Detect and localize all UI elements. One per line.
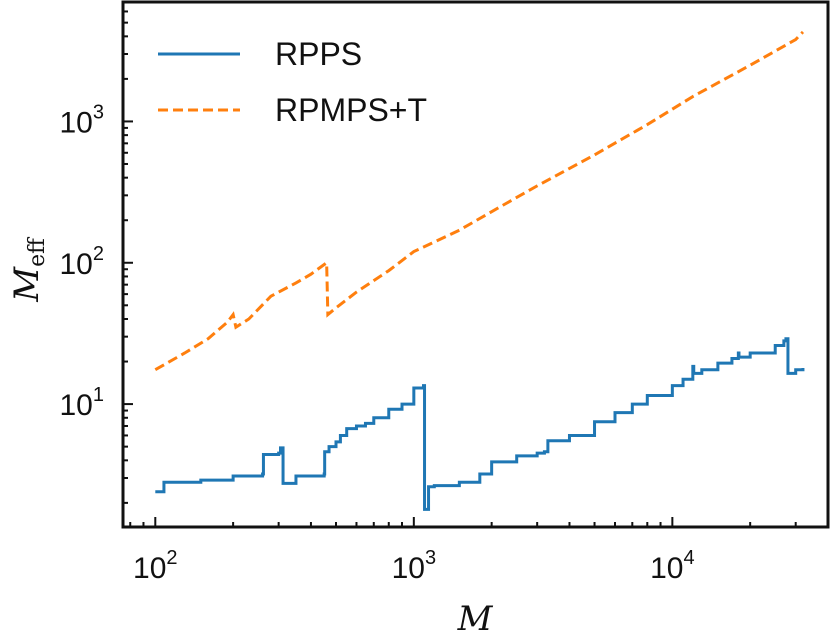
legend-label-rpps: RPPS (275, 36, 362, 72)
series-line-0 (155, 337, 805, 511)
x-axis-label: M (457, 599, 494, 638)
svg-text:Meff: Meff (7, 237, 50, 303)
plot-frame (121, 0, 830, 529)
x-tick-label: 103 (392, 547, 437, 585)
y-axis-label: Meff (7, 237, 50, 303)
y-axis: 101 102 103 (60, 1, 133, 504)
y-tick-label: 103 (60, 101, 105, 139)
y-tick-label: 101 (60, 384, 105, 422)
x-tick-label: 102 (133, 547, 178, 585)
x-axis: 102 103 104 (129, 517, 829, 585)
legend-label-rpmps-t: RPMPS+T (275, 92, 427, 128)
y-axis-label-sub: eff (25, 237, 50, 267)
plot-lines (154, 30, 805, 511)
series-line-1 (154, 30, 805, 372)
legend: RPPS RPMPS+T (158, 36, 427, 128)
y-tick-label: 102 (60, 243, 105, 281)
y-axis-label-main: M (7, 266, 47, 303)
x-tick-label: 104 (650, 547, 695, 585)
